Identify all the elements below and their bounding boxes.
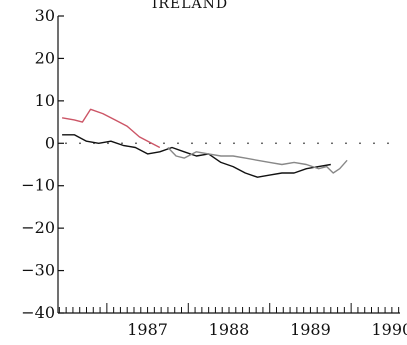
reference-dot [219,142,221,145]
reference-dot [303,142,305,145]
reference-dot [359,142,361,145]
reference-dot [275,142,277,145]
x-tick-label: 1988 [209,320,250,339]
series-line-2 [167,147,348,174]
y-tick-labels: 30 20 10 0 −10 −20 −30 −40 [21,6,55,322]
reference-dot [65,142,67,145]
reference-dot [247,142,249,145]
reference-dot [135,142,137,145]
y-tick-label: 0 [45,133,55,152]
x-tick-label: 1989 [290,320,331,339]
reference-dot [373,142,375,145]
reference-dot [79,142,81,145]
x-tick-label: 1987 [127,320,168,339]
reference-dot [191,142,193,145]
reference-dot [317,142,319,145]
series-group [61,108,348,178]
y-tick-label: 10 [35,91,55,110]
y-tick-label: −20 [21,218,55,237]
reference-dot [233,142,235,145]
axes [57,15,400,314]
y-tick-label: 20 [35,48,55,67]
reference-dot [107,142,109,145]
reference-dot [205,142,207,145]
reference-dot [163,142,165,145]
x-tick-label: 1990 [371,320,407,339]
reference-dot [121,142,123,145]
series-line-1 [62,134,331,178]
x-tick-labels: 1987 1988 1989 1990 [127,320,407,339]
chart-title: IRELAND [152,0,228,12]
zero-reference-line [65,142,389,145]
y-tick-label: −40 [21,303,55,322]
y-tick-label: −30 [21,261,55,280]
reference-dot [331,142,333,145]
reference-dot [289,142,291,145]
reference-dot [345,142,347,145]
reference-dot [177,142,179,145]
reference-dot [261,142,263,145]
series-line-3 [61,108,161,149]
y-tick-label: 30 [35,6,55,25]
y-tick-label: −10 [21,176,55,195]
reference-dot [387,142,389,145]
